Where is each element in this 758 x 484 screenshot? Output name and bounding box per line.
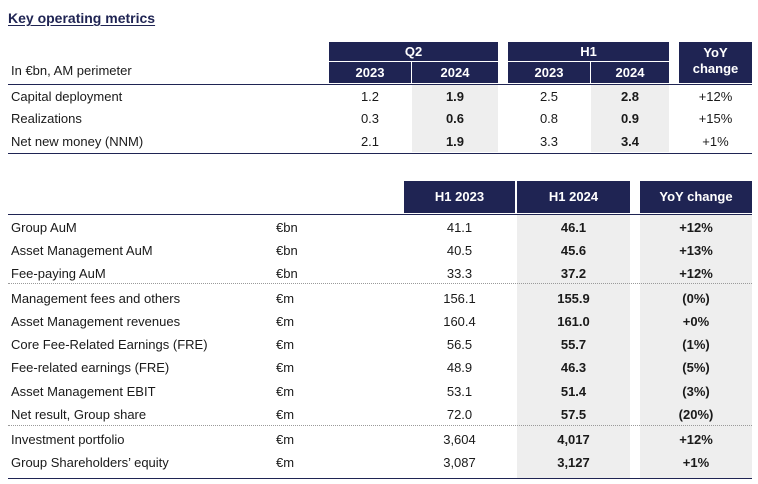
operating-metrics-table: Q2 H1 2023 2024 2023 2024 YoY change In … — [0, 0, 758, 160]
group-header-h1: H1 — [508, 42, 669, 61]
col-header-h1-2024: H1 2024 — [517, 181, 630, 213]
value-cell-h1-2024: 55.7 — [560, 337, 587, 352]
value-cell: 1.2 — [360, 89, 380, 104]
value-cell-h1-2024: 45.6 — [560, 243, 587, 258]
page-title: Key operating metrics — [8, 10, 156, 26]
unit-cell: €m — [276, 455, 295, 470]
yoy-cell: +12% — [679, 220, 713, 235]
unit-cell: €m — [276, 384, 295, 399]
row-label: Fee-related earnings (FRE) — [11, 360, 170, 375]
table-bottom-rule — [8, 478, 752, 479]
yoy-cell: +1% — [682, 455, 710, 470]
col-header-q2-2024: 2024 — [412, 62, 498, 83]
yoy-cell: +15% — [698, 111, 733, 126]
value-cell-h1-2023: 53.1 — [446, 384, 473, 399]
yoy-cell: +12% — [679, 432, 713, 447]
yoy-cell: +12% — [698, 89, 733, 104]
yoy-cell: (1%) — [682, 337, 710, 352]
row-label: Investment portfolio — [11, 432, 125, 447]
row-label: Capital deployment — [11, 89, 123, 104]
value-cell: 0.8 — [539, 111, 559, 126]
unit-cell: €m — [276, 360, 295, 375]
yoy-cell: +1% — [702, 134, 729, 149]
col-header-q2-2023: 2023 — [329, 62, 411, 83]
value-cell-h1-2024: 4,017 — [557, 432, 590, 447]
value-cell-h1-2023: 72.0 — [446, 407, 473, 422]
unit-label: In €bn, AM perimeter — [11, 63, 132, 78]
row-label: Net result, Group share — [11, 407, 147, 422]
unit-cell: €bn — [276, 243, 298, 258]
value-cell-h1-2023: 48.9 — [446, 360, 473, 375]
value-cell-h1-2024: 46.1 — [560, 220, 587, 235]
row-separator — [8, 283, 752, 284]
value-cell-h1-2023: 160.4 — [443, 314, 476, 329]
unit-cell: €m — [276, 407, 295, 422]
value-cell: 3.4 — [620, 134, 640, 149]
value-cell: 2.1 — [360, 134, 380, 149]
value-cell: 0.6 — [445, 111, 465, 126]
yoy-cell: (20%) — [678, 407, 714, 422]
value-cell-h1-2023: 56.5 — [446, 337, 473, 352]
value-cell-h1-2023: 3,604 — [443, 432, 476, 447]
value-cell-h1-2023: 41.1 — [446, 220, 473, 235]
value-cell-h1-2024: 155.9 — [557, 291, 590, 306]
unit-cell: €bn — [276, 266, 298, 281]
row-label: Fee-paying AuM — [11, 266, 106, 281]
value-cell: 1.9 — [445, 89, 465, 104]
value-cell: 2.5 — [539, 89, 559, 104]
value-cell-h1-2024: 51.4 — [560, 384, 587, 399]
value-cell-h1-2023: 40.5 — [446, 243, 473, 258]
yoy-cell: +12% — [679, 266, 713, 281]
yoy-cell: (0%) — [682, 291, 710, 306]
row-label: Asset Management AuM — [11, 243, 153, 258]
col-header-h1-2023: 2023 — [508, 62, 590, 83]
row-label: Group AuM — [11, 220, 77, 235]
unit-cell: €m — [276, 314, 295, 329]
unit-cell: €bn — [276, 220, 298, 235]
col-header-h1-2023: H1 2023 — [404, 181, 515, 213]
yoy-cell: (3%) — [682, 384, 710, 399]
value-cell: 3.3 — [539, 134, 559, 149]
col-header-h1-2024: 2024 — [591, 62, 669, 83]
unit-cell: €m — [276, 432, 295, 447]
value-cell-h1-2024: 37.2 — [560, 266, 587, 281]
row-label: Core Fee-Related Earnings (FRE) — [11, 337, 208, 352]
unit-cell: €m — [276, 337, 295, 352]
row-label: Realizations — [11, 111, 82, 126]
value-cell: 0.9 — [620, 111, 640, 126]
row-separator — [8, 425, 752, 426]
row-label: Group Shareholders’ equity — [11, 455, 169, 470]
yoy-cell: (5%) — [682, 360, 710, 375]
yoy-cell: +0% — [682, 314, 710, 329]
value-cell: 2.8 — [620, 89, 640, 104]
value-cell-h1-2024: 46.3 — [560, 360, 587, 375]
value-cell-h1-2023: 33.3 — [446, 266, 473, 281]
value-cell-h1-2024: 3,127 — [557, 455, 590, 470]
value-cell-h1-2024: 161.0 — [557, 314, 590, 329]
unit-cell: €m — [276, 291, 295, 306]
value-cell-h1-2024: 57.5 — [560, 407, 587, 422]
row-label: Management fees and others — [11, 291, 181, 306]
group-header-q2: Q2 — [329, 42, 498, 61]
row-label: Asset Management revenues — [11, 314, 181, 329]
financial-metrics-table: H1 2023 H1 2024 YoY change Group AuM €bn 4… — [0, 170, 758, 484]
yoy-cell: +13% — [679, 243, 713, 258]
row-label: Asset Management EBIT — [11, 384, 156, 399]
value-cell: 0.3 — [360, 111, 380, 126]
col-header-yoy: YoY change — [640, 181, 752, 213]
value-cell: 1.9 — [445, 134, 465, 149]
col-header-yoy: YoY change — [679, 42, 752, 83]
value-cell-h1-2023: 3,087 — [443, 455, 476, 470]
row-label: Net new money (NNM) — [11, 134, 144, 149]
value-cell-h1-2023: 156.1 — [443, 291, 476, 306]
